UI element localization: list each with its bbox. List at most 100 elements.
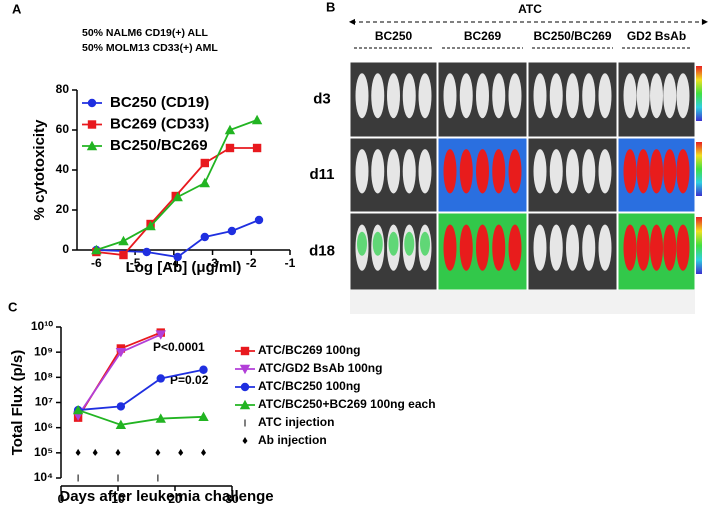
marker: [115, 347, 127, 358]
mouse: [566, 73, 579, 119]
marker: [115, 448, 121, 456]
x-axis-label: Days after leukemia challenge: [59, 488, 273, 505]
mouse: [355, 73, 369, 119]
marker: [201, 448, 206, 456]
mouse: [549, 73, 563, 119]
legend-marker: [239, 364, 251, 375]
imaging-panel: ATC ◀ ▶ BC250 BC269 BC250/BC269 GD2 BsAb d3 d…: [309, 2, 709, 314]
mouse: [582, 73, 596, 119]
mouse: [492, 224, 506, 271]
annotation: P<0.0001: [153, 340, 205, 354]
series-line: [96, 219, 260, 258]
mouse: [582, 224, 596, 271]
mouse: [418, 73, 432, 119]
x-tick-label: -5: [130, 256, 141, 270]
legend-label: ATC/BC250 100ng: [258, 379, 360, 393]
mouse: [676, 149, 690, 194]
mouse: [459, 73, 473, 119]
marker: [92, 448, 98, 456]
marker: [252, 143, 262, 153]
legend-marker: [242, 437, 248, 444]
color-scale: [696, 142, 702, 196]
mouse: [636, 149, 650, 194]
mouse: [492, 73, 506, 119]
marker: [155, 413, 166, 423]
row-label: d3: [313, 90, 331, 107]
mouse: [355, 149, 369, 194]
mouse: [598, 224, 612, 271]
marker: [254, 215, 264, 225]
y-tick-label: 10¹⁰: [31, 319, 53, 333]
mouse: [636, 224, 650, 271]
marker: [145, 220, 156, 231]
legend-marker: [239, 399, 251, 410]
y-tick-label: 80: [56, 82, 70, 96]
group-title: ATC: [518, 2, 542, 16]
legend-marker: [87, 98, 97, 108]
x-tick-label: -2: [246, 256, 257, 270]
mouse: [402, 149, 416, 194]
marker: [172, 191, 183, 202]
mouse: [476, 149, 489, 194]
x-tick-label: 10: [111, 492, 125, 506]
mouse: [443, 149, 457, 194]
mouse: [508, 73, 522, 119]
marker: [75, 448, 81, 456]
mouse: [402, 73, 416, 119]
y-tick-label: 40: [56, 162, 70, 176]
mouse: [443, 224, 457, 271]
arrowhead: ▶: [702, 17, 709, 26]
x-tick-label: 20: [168, 492, 182, 506]
mouse: [476, 224, 489, 271]
mouse: [650, 149, 663, 194]
legend-label: ATC/BC269 100ng: [258, 343, 360, 357]
y-tick-label: 10⁵: [34, 445, 53, 459]
x-tick-label: -1: [285, 256, 296, 270]
y-tick-label: 20: [56, 202, 70, 216]
x-tick-label: 0: [58, 492, 65, 506]
y-tick-label: 10⁶: [34, 420, 53, 434]
arrowhead: ◀: [349, 17, 356, 26]
mouse: [508, 149, 522, 194]
mouse: [566, 149, 579, 194]
mouse: [476, 73, 489, 119]
signal: [388, 231, 399, 256]
marker: [251, 114, 263, 125]
subtitle: 50% MOLM13 CD33(+) AML: [82, 42, 218, 54]
mouse: [387, 149, 400, 194]
row-label: d18: [309, 242, 335, 259]
mouse: [459, 224, 473, 271]
mouse: [549, 149, 563, 194]
legend-marker: [86, 140, 98, 151]
mouse: [663, 73, 677, 119]
legend-label: BC250 (CD19): [110, 94, 209, 111]
marker: [200, 232, 209, 242]
y-tick-label: 60: [56, 122, 70, 136]
legend-label: ATC/GD2 BsAb 100ng: [258, 361, 382, 375]
legend-label: BC250/BC269: [110, 137, 208, 154]
marker: [200, 158, 209, 168]
signal: [420, 231, 430, 256]
legend-label: ATC/BC250+BC269 100ng each: [258, 397, 436, 411]
marker: [178, 448, 184, 456]
mouse: [623, 73, 637, 119]
signal: [404, 231, 415, 256]
signal: [357, 231, 367, 256]
mouse: [623, 149, 637, 194]
y-tick-label: 10⁸: [34, 370, 53, 384]
marker: [142, 247, 151, 257]
image-caption-strip: [350, 290, 695, 314]
color-scale: [696, 217, 702, 274]
marker: [155, 330, 166, 340]
column-header: BC250: [375, 29, 413, 43]
signal: [372, 231, 383, 256]
series-line: [78, 368, 204, 411]
marker: [155, 448, 161, 456]
marker: [72, 404, 84, 415]
panel-label: C: [8, 299, 18, 314]
color-scale: [696, 66, 702, 121]
mouse: [371, 73, 385, 119]
panel-label: B: [326, 0, 335, 14]
mouse: [492, 149, 506, 194]
